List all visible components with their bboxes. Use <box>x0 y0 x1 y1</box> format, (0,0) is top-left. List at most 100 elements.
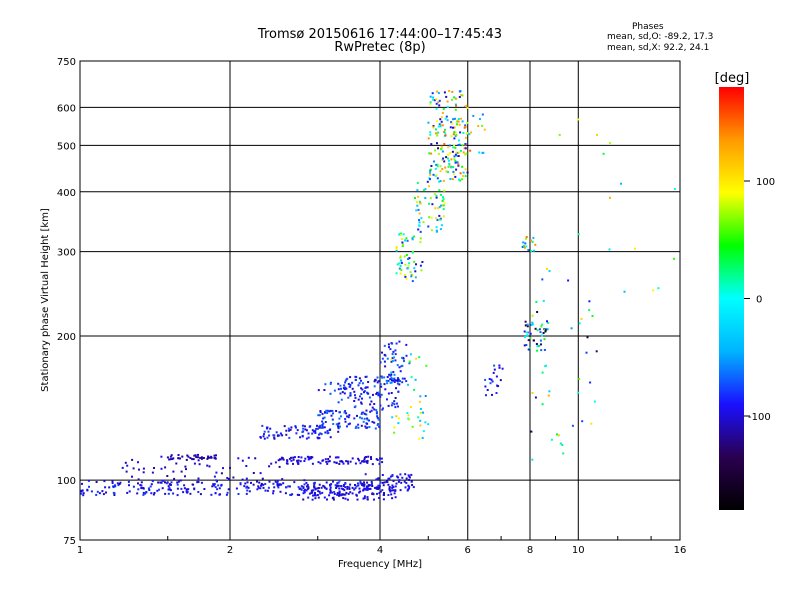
echo-point <box>176 487 179 490</box>
echo-point <box>213 484 216 487</box>
echo-point <box>95 493 98 496</box>
echo-point <box>403 360 405 363</box>
echo-point <box>435 163 438 166</box>
echo-point <box>247 456 250 459</box>
echo-point <box>387 404 390 407</box>
echo-point <box>108 486 111 489</box>
echo-point <box>344 379 347 382</box>
echo-point <box>276 484 279 487</box>
echo-point <box>316 494 319 496</box>
echo-point <box>329 491 332 494</box>
echo-point <box>329 392 332 395</box>
echo-point <box>325 481 328 484</box>
echo-point <box>328 494 331 497</box>
echo-point <box>334 456 337 459</box>
echo-point <box>673 188 676 190</box>
echo-point <box>332 412 334 415</box>
echo-point <box>393 400 396 403</box>
echo-point <box>321 491 324 494</box>
echo-point <box>245 477 248 480</box>
echo-point <box>452 118 454 121</box>
echo-point <box>355 425 358 428</box>
echo-point <box>491 393 493 396</box>
echo-point <box>418 437 421 440</box>
echo-point <box>408 479 410 481</box>
echo-point <box>346 498 349 501</box>
echo-point <box>337 425 340 428</box>
echo-point <box>407 484 410 487</box>
echo-point <box>536 311 539 313</box>
echo-point <box>324 431 327 434</box>
echo-point <box>442 179 445 182</box>
echo-point <box>197 456 199 459</box>
echo-point <box>252 472 255 474</box>
echo-point <box>419 411 422 414</box>
echo-point <box>414 197 416 200</box>
echo-point <box>379 395 382 398</box>
echo-point <box>450 158 453 161</box>
echo-point <box>268 434 271 437</box>
echo-point <box>405 481 408 484</box>
echo-point <box>160 481 163 484</box>
echo-point <box>191 458 194 461</box>
echo-point <box>501 367 504 370</box>
echo-point <box>263 433 265 436</box>
echo-point <box>195 456 198 459</box>
echo-point <box>396 402 398 405</box>
echo-point <box>338 493 341 496</box>
echo-point <box>407 474 410 477</box>
echo-point <box>316 436 319 439</box>
echo-point <box>80 490 83 493</box>
echo-point <box>377 488 380 490</box>
echo-point <box>437 153 440 155</box>
x-tick-label: 6 <box>465 545 471 556</box>
echo-point <box>355 494 358 497</box>
echo-point <box>403 274 406 276</box>
echo-point <box>292 458 295 461</box>
echo-point <box>338 463 341 465</box>
echo-point <box>452 126 454 129</box>
echo-point <box>397 422 400 425</box>
echo-point <box>105 491 107 494</box>
echo-point <box>460 117 463 120</box>
echo-point <box>531 321 534 324</box>
echo-point <box>297 486 300 489</box>
echo-point <box>340 398 343 401</box>
echo-point <box>447 153 450 156</box>
echo-point <box>430 229 433 232</box>
echo-point <box>348 486 351 489</box>
echo-point <box>390 371 393 374</box>
echo-point <box>545 328 548 331</box>
echo-point <box>184 465 187 468</box>
echo-point <box>435 229 438 232</box>
echo-point <box>459 131 462 134</box>
echo-point <box>544 330 547 333</box>
echo-point <box>258 481 261 484</box>
echo-point <box>267 430 270 433</box>
echo-point <box>439 170 442 173</box>
echo-point <box>532 339 535 342</box>
echo-point <box>269 427 272 430</box>
echo-point <box>401 381 404 384</box>
echo-point <box>390 377 393 379</box>
echo-point <box>112 485 115 488</box>
echo-point <box>354 378 357 381</box>
echo-point <box>323 416 326 419</box>
echo-point <box>363 487 366 490</box>
echo-point <box>394 397 397 399</box>
echo-point <box>461 178 464 181</box>
echo-point <box>294 425 297 428</box>
echo-point <box>534 396 537 399</box>
echo-point <box>401 243 404 246</box>
echo-point <box>608 248 611 251</box>
echo-point <box>526 334 529 337</box>
echo-point <box>300 456 303 459</box>
echo-point <box>530 323 533 326</box>
echo-point <box>591 315 594 317</box>
echo-point <box>458 143 461 146</box>
echo-point <box>391 474 394 476</box>
echo-point <box>153 492 156 494</box>
echo-point <box>441 150 444 153</box>
echo-point <box>543 338 546 341</box>
echo-point <box>381 376 384 379</box>
